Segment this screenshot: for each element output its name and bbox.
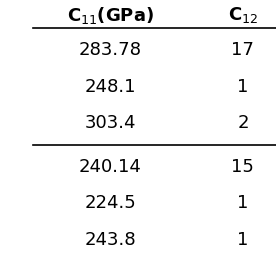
Text: 1: 1 — [237, 194, 249, 212]
Text: 243.8: 243.8 — [84, 231, 136, 249]
Text: 224.5: 224.5 — [84, 194, 136, 212]
Text: 15: 15 — [232, 158, 254, 176]
Text: C$_{11}$(GPa): C$_{11}$(GPa) — [67, 5, 154, 26]
Text: 283.78: 283.78 — [79, 41, 142, 59]
Text: 1: 1 — [237, 231, 249, 249]
Text: C$_{12}$: C$_{12}$ — [228, 5, 258, 25]
Text: 303.4: 303.4 — [85, 114, 136, 132]
Text: 17: 17 — [232, 41, 254, 59]
Text: 240.14: 240.14 — [79, 158, 142, 176]
Text: 1: 1 — [237, 78, 249, 96]
Text: 248.1: 248.1 — [85, 78, 136, 96]
Text: 2: 2 — [237, 114, 249, 132]
